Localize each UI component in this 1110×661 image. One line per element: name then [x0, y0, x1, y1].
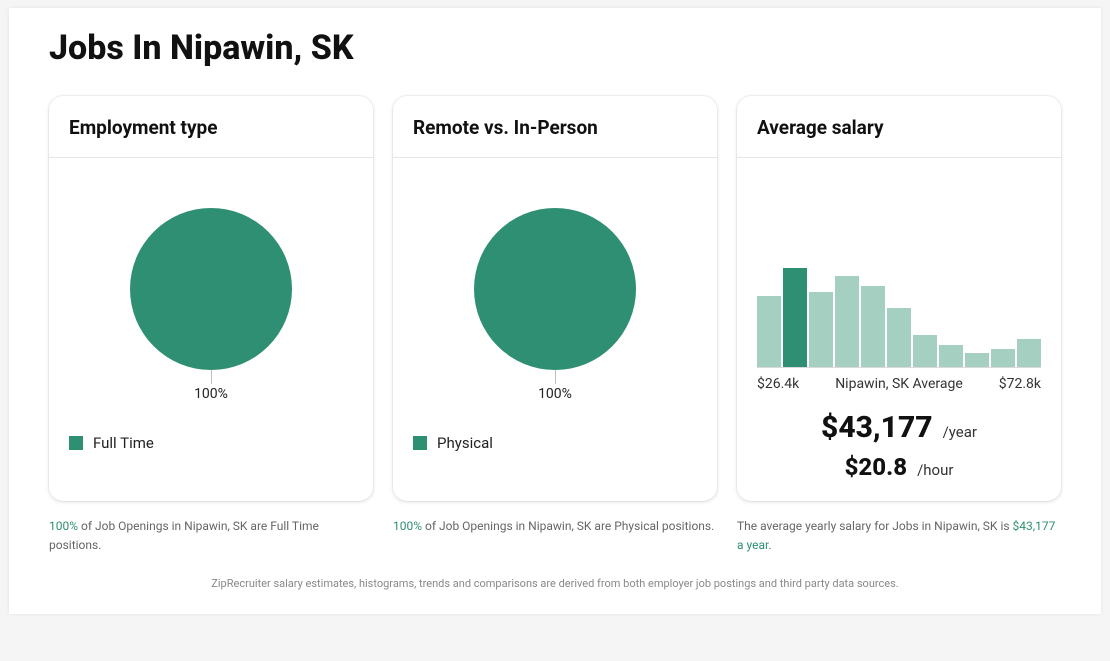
histogram-bar	[991, 349, 1015, 367]
histogram-bar	[913, 335, 937, 367]
salary-hourly-unit: /hour	[917, 461, 953, 479]
employment-pie-wrap: 100%	[69, 208, 353, 402]
page-title: Jobs In Nipawin, SK	[49, 28, 1061, 68]
remote-card-title: Remote vs. In-Person	[393, 96, 717, 158]
remote-legend-text: Physical	[437, 434, 493, 452]
captions-row: 100% of Job Openings in Nipawin, SK are …	[49, 517, 1061, 555]
remote-legend: Physical	[413, 434, 697, 452]
salary-yearly-value: $43,177	[821, 410, 933, 445]
remote-caption-highlight: 100%	[393, 519, 422, 533]
histogram-bar	[887, 308, 911, 367]
cards-row: Employment type 100% Full Time Remote vs…	[49, 96, 1061, 501]
remote-pie-label: 100%	[538, 386, 572, 402]
histogram-bar	[1017, 339, 1041, 367]
employment-caption: 100% of Job Openings in Nipawin, SK are …	[49, 517, 373, 555]
page: Jobs In Nipawin, SK Employment type 100%…	[9, 8, 1101, 614]
salary-card-title: Average salary	[737, 96, 1061, 158]
histogram-bar	[783, 268, 807, 367]
salary-hourly-line: $20.8 /hour	[757, 453, 1041, 481]
employment-legend: Full Time	[69, 434, 353, 452]
remote-legend-swatch	[413, 436, 427, 450]
salary-card-body: $26.4k Nipawin, SK Average $72.8k $43,17…	[737, 158, 1061, 501]
histogram-bar	[939, 345, 963, 367]
salary-axis-min: $26.4k	[757, 376, 799, 392]
histogram-bar	[757, 296, 781, 367]
remote-pie-tick	[555, 370, 556, 384]
employment-pie-label: 100%	[194, 386, 228, 402]
salary-yearly-unit: /year	[943, 423, 977, 441]
salary-axis: $26.4k Nipawin, SK Average $72.8k	[757, 376, 1041, 392]
salary-yearly-line: $43,177 /year	[757, 410, 1041, 445]
footer-disclaimer: ZipRecruiter salary estimates, histogram…	[49, 577, 1061, 590]
salary-caption-tail: .	[768, 538, 771, 552]
histogram-bar	[861, 286, 885, 367]
salary-caption-lead: The average yearly salary for Jobs in Ni…	[737, 519, 1013, 533]
remote-pie-wrap: 100%	[413, 208, 697, 402]
employment-card-body: 100% Full Time	[49, 158, 373, 501]
salary-hourly-value: $20.8	[845, 453, 907, 481]
remote-caption-rest: of Job Openings in Nipawin, SK are Physi…	[422, 519, 714, 533]
remote-caption: 100% of Job Openings in Nipawin, SK are …	[393, 517, 717, 555]
employment-card: Employment type 100% Full Time	[49, 96, 373, 501]
remote-card: Remote vs. In-Person 100% Physical	[393, 96, 717, 501]
salary-histogram-wrap: $26.4k Nipawin, SK Average $72.8k	[757, 268, 1041, 392]
employment-pie	[130, 208, 292, 370]
employment-card-title: Employment type	[49, 96, 373, 158]
histogram-bar	[835, 276, 859, 367]
salary-axis-mid: Nipawin, SK Average	[835, 376, 963, 392]
histogram-bar	[809, 292, 833, 367]
employment-legend-swatch	[69, 436, 83, 450]
employment-caption-highlight: 100%	[49, 519, 78, 533]
remote-pie	[474, 208, 636, 370]
employment-legend-text: Full Time	[93, 434, 154, 452]
salary-caption: The average yearly salary for Jobs in Ni…	[737, 517, 1061, 555]
page-inner: Jobs In Nipawin, SK Employment type 100%…	[9, 8, 1101, 614]
salary-histogram	[757, 268, 1041, 368]
histogram-bar	[965, 353, 989, 367]
employment-pie-tick	[211, 370, 212, 384]
salary-card: Average salary $26.4k Nipawin, SK Averag…	[737, 96, 1061, 501]
salary-axis-max: $72.8k	[999, 376, 1041, 392]
employment-caption-rest: of Job Openings in Nipawin, SK are Full …	[49, 519, 319, 552]
remote-card-body: 100% Physical	[393, 158, 717, 501]
